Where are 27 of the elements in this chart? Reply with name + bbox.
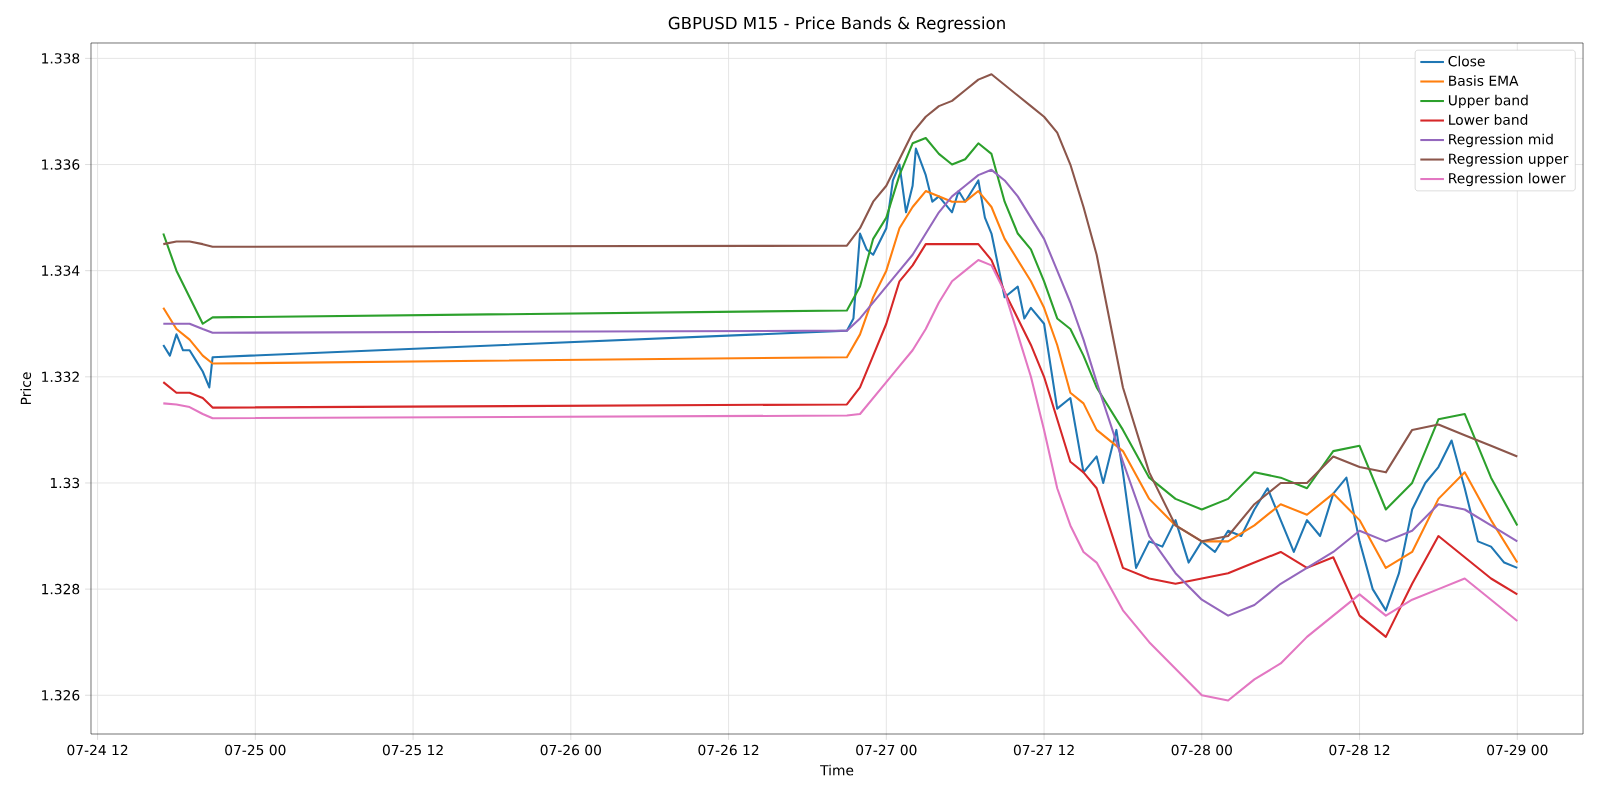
legend-label: Regression mid [1449, 133, 1553, 148]
y-axis-title: Price [20, 372, 32, 405]
y-tick-label: 1.338 [42, 53, 80, 64]
y-tick-label: 1.326 [42, 690, 80, 701]
y-tick-label: 1.332 [42, 371, 79, 383]
chart-title: GBPUSD M15 - Price Bands & Regression [668, 16, 1005, 33]
x-tick-label: 07-25 12 [382, 744, 443, 756]
legend-label: Basis EMA [1449, 75, 1519, 86]
x-tick-label: 07-24 12 [67, 744, 128, 756]
y-tick-label: 1.33 [50, 477, 80, 489]
x-tick-label: 07-28 12 [1329, 744, 1390, 756]
y-tick-label: 1.334 [42, 265, 80, 276]
x-tick-label: 07-28 00 [1171, 744, 1232, 756]
legend-label: Lower band [1449, 114, 1528, 125]
x-tick-label: 07-25 00 [225, 744, 286, 756]
x-tick-label: 07-27 12 [1013, 744, 1074, 756]
legend-label: Regression lower [1449, 172, 1566, 187]
legend-label: Close [1448, 55, 1485, 67]
x-axis-title: Time [820, 764, 854, 776]
x-tick-label: 07-27 00 [856, 744, 917, 756]
legend-label: Regression upper [1449, 153, 1569, 167]
x-tick-label: 07-26 12 [698, 744, 759, 756]
x-tick-label: 07-26 00 [540, 744, 601, 756]
legend-label: Upper band [1448, 94, 1528, 109]
x-tick-label: 07-29 00 [1487, 744, 1548, 756]
y-tick-label: 1.328 [42, 583, 80, 595]
y-tick-label: 1.336 [42, 159, 80, 170]
